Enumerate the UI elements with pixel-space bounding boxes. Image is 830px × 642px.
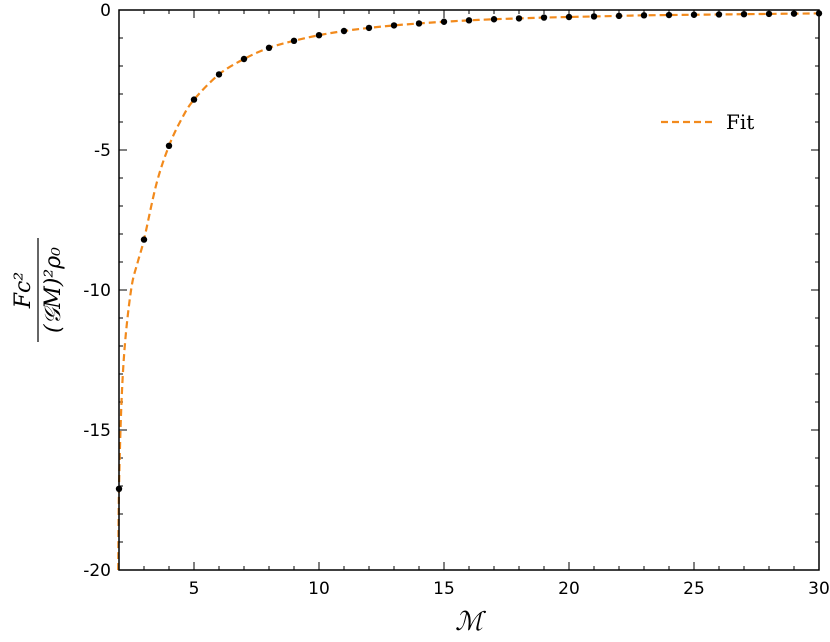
data-point (615, 12, 623, 20)
data-point (390, 22, 398, 29)
data-point (715, 11, 723, 18)
data-point (190, 96, 198, 103)
data-point (590, 13, 598, 20)
points-layer (115, 10, 823, 492)
data-point (215, 71, 223, 78)
data-point (640, 12, 648, 19)
legend-fit-label: Fit (726, 110, 754, 134)
data-point (740, 11, 748, 18)
data-point (665, 11, 673, 19)
data-point (515, 15, 523, 22)
y-tick-label: -20 (83, 561, 111, 581)
x-tick-label: 25 (683, 579, 705, 599)
x-tick-label: 10 (308, 579, 330, 599)
data-point (465, 17, 473, 24)
data-point (240, 55, 248, 63)
data-point (565, 13, 573, 21)
ticks-layer: 5 10 15 20 25 30 0 -5 -10 -15 -20 (83, 1, 830, 599)
legend: Fit (661, 110, 754, 134)
y-tick-label: -10 (83, 281, 111, 301)
data-point (290, 37, 298, 44)
data-point (340, 27, 348, 35)
y-tick-label: -5 (94, 141, 111, 161)
fit-curve (117, 12, 820, 571)
x-tick-label: 30 (808, 579, 830, 599)
x-tick-label: 20 (558, 579, 580, 599)
data-point (415, 20, 423, 27)
y-tick-label: -15 (83, 421, 111, 441)
x-tick-label: 5 (189, 579, 200, 599)
x-axis-label: ℳ (455, 607, 486, 637)
data-point (540, 14, 548, 21)
data-point (490, 16, 498, 23)
data-point (365, 24, 373, 32)
data-point (790, 10, 798, 17)
data-point (265, 44, 273, 51)
data-point (165, 142, 173, 149)
data-point (140, 236, 148, 243)
y-axis-label-denominator: (𝒢M)²ρ₀ (41, 247, 66, 333)
data-point (765, 10, 773, 18)
data-point (440, 18, 448, 25)
y-axis-label-numerator: Fc² (11, 272, 36, 309)
y-axis-label: Fc² (𝒢M)²ρ₀ (11, 238, 66, 342)
data-point (690, 11, 698, 18)
plot-frame (118, 9, 820, 571)
data-point (315, 32, 323, 39)
y-tick-label: 0 (100, 1, 111, 21)
curve-layer (117, 12, 820, 571)
x-tick-label: 15 (433, 579, 455, 599)
